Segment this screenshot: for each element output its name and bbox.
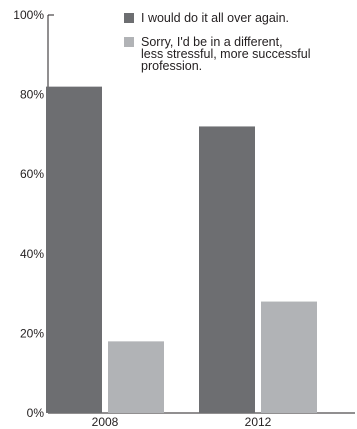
legend-label-line: profession. xyxy=(141,59,202,73)
bar-2012-series-1 xyxy=(199,126,255,413)
bar-2008-series-1 xyxy=(46,86,102,413)
bar-2012-series-2 xyxy=(261,301,317,413)
bars xyxy=(46,86,317,413)
legend-label-series-1: I would do it all over again. xyxy=(141,11,289,25)
x-tick-label: 2012 xyxy=(245,415,272,429)
legend-swatch-series-1 xyxy=(124,13,134,23)
legend-label-line: I would do it all over again. xyxy=(141,11,289,25)
bar-2008-series-2 xyxy=(108,341,164,413)
y-tick-label: 0% xyxy=(27,406,45,420)
x-tick-label: 2008 xyxy=(92,415,119,429)
legend-label-line: less stressful, more successful xyxy=(141,47,311,61)
y-axis-ticks: 100% 80% 60% 40% 20% 0% xyxy=(13,8,54,420)
x-axis-labels: 2008 2012 xyxy=(92,415,272,429)
y-tick-label: 80% xyxy=(20,88,44,102)
legend-label-line: Sorry, I'd be in a different, xyxy=(141,35,283,49)
legend-label-series-2: Sorry, I'd be in a different, less stres… xyxy=(141,35,314,73)
y-tick-label: 100% xyxy=(13,8,44,22)
y-tick-label: 20% xyxy=(20,326,44,340)
legend-swatch-series-2 xyxy=(124,37,134,47)
y-tick-label: 40% xyxy=(20,247,44,261)
legend: I would do it all over again. Sorry, I'd… xyxy=(124,11,314,73)
y-tick-label: 60% xyxy=(20,167,44,181)
